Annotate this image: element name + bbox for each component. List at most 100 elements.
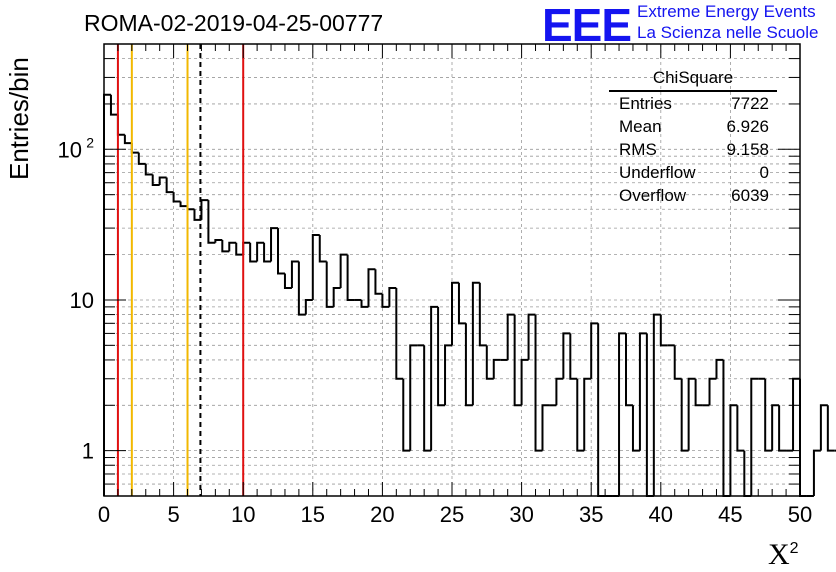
- histogram-bin: [151, 174, 160, 186]
- logo-line-1: Extreme Energy Events: [637, 2, 816, 21]
- eee-logo-caption: Extreme Energy Events La Scienza nelle S…: [637, 1, 818, 43]
- y-tick-label-exponent: 2: [86, 134, 94, 150]
- histogram-bin: [318, 234, 327, 263]
- histogram-bin: [402, 378, 411, 452]
- histogram-bin: [437, 306, 446, 407]
- histogram-bin: [826, 405, 835, 452]
- histogram-bin: [297, 261, 306, 316]
- histogram-bin: [478, 282, 487, 347]
- histogram-bin: [388, 287, 397, 307]
- y-tick-label: 10: [58, 137, 82, 162]
- histogram-bin: [242, 241, 251, 255]
- histogram-bin: [109, 94, 118, 116]
- histogram-bin: [165, 177, 174, 194]
- histogram-bin: [792, 377, 800, 451]
- histogram-bin: [819, 404, 828, 451]
- histogram-bin: [304, 298, 313, 315]
- chart-title: ROMA-02-2019-04-25-00777: [84, 10, 384, 36]
- histogram-bin: [277, 228, 285, 275]
- histogram-bin: [799, 378, 807, 497]
- histogram-bin: [513, 314, 522, 407]
- histogram-bin: [332, 287, 341, 307]
- histogram-bin: [228, 241, 237, 252]
- histogram-bin: [283, 273, 292, 290]
- stats-value: 9.158: [726, 140, 769, 159]
- stats-row-entries: Entries 7722: [609, 92, 777, 115]
- histogram-bin: [423, 345, 432, 452]
- histogram-bin: [464, 323, 473, 407]
- x-tick-label: 35: [579, 502, 603, 527]
- x-axis-label-base: X: [768, 538, 790, 571]
- histogram-bin: [172, 192, 181, 203]
- histogram-bin: [722, 359, 731, 497]
- histogram-bin: [659, 314, 668, 347]
- reference-lines: [116, 44, 245, 496]
- stats-value: 7722: [731, 94, 769, 113]
- histogram-bin: [750, 377, 759, 496]
- histogram-bin: [771, 404, 780, 451]
- histogram-bin: [395, 288, 404, 380]
- histogram-bin: [263, 242, 272, 263]
- y-tick-label: 1: [82, 439, 94, 464]
- x-tick-label: 10: [231, 502, 255, 527]
- histogram-bin: [645, 333, 654, 497]
- histogram-bin: [708, 377, 717, 406]
- histogram-bin: [597, 323, 606, 497]
- histogram-bin: [311, 233, 320, 300]
- histogram-bin: [339, 253, 348, 289]
- histogram-bin: [506, 313, 515, 360]
- x-tick-label: 15: [301, 502, 325, 527]
- stats-label: Entries: [619, 94, 672, 113]
- histogram-bin: [471, 281, 480, 406]
- histogram-bin: [200, 199, 209, 220]
- stats-label: RMS: [619, 140, 657, 159]
- histogram-bin: [625, 333, 633, 407]
- stats-row-overflow: Overflow 6039: [609, 184, 777, 207]
- stats-value: 6.926: [726, 117, 769, 136]
- histogram-bin: [576, 378, 585, 452]
- histogram-bin: [214, 239, 223, 243]
- logo-line-2: La Scienza nelle Scuole: [637, 23, 819, 42]
- histogram-bin: [256, 241, 265, 262]
- histogram-bin: [381, 293, 390, 308]
- histogram-bin: [137, 152, 146, 165]
- histogram-bin: [158, 176, 167, 185]
- histogram-bin: [527, 313, 536, 360]
- histogram-bin: [638, 332, 647, 451]
- stats-label: Overflow: [619, 186, 687, 205]
- histogram-bin: [451, 281, 459, 346]
- stats-row-rms: RMS 9.158: [609, 138, 777, 161]
- stats-box: ChiSquare Entries 7722 Mean 6.926 RMS 9.…: [609, 66, 777, 208]
- histogram-bin: [103, 93, 111, 496]
- histogram-bin: [374, 269, 383, 295]
- stats-row-mean: Mean 6.926: [609, 115, 777, 138]
- y-axis-label: Entries/bin: [4, 57, 34, 180]
- histogram-bin: [534, 314, 543, 452]
- histogram-bin: [778, 405, 787, 452]
- x-tick-label: 40: [649, 502, 673, 527]
- histogram-bin: [221, 240, 230, 253]
- stats-row-underflow: Underflow 0: [609, 161, 777, 184]
- x-tick-label: 5: [167, 502, 179, 527]
- histogram-bin: [325, 261, 334, 308]
- histogram-bin: [687, 377, 696, 451]
- x-tick-label: 20: [370, 502, 394, 527]
- grid-lines: [104, 44, 800, 496]
- histogram-bin: [186, 206, 195, 211]
- histogram-bin: [179, 201, 188, 208]
- stats-value: 0: [759, 163, 769, 182]
- histogram-bin: [444, 344, 452, 406]
- histogram-bin: [583, 377, 592, 451]
- histogram-bin: [736, 405, 745, 452]
- histogram-bin: [764, 378, 773, 452]
- histogram-bin: [116, 114, 125, 136]
- stats-value: 6039: [731, 186, 769, 205]
- x-tick-label: 0: [98, 502, 110, 527]
- histogram-bin: [457, 282, 466, 325]
- stats-title: ChiSquare: [609, 66, 777, 92]
- histogram-bin: [485, 345, 494, 380]
- histogram-bin: [631, 405, 640, 452]
- histogram-bin: [249, 242, 258, 263]
